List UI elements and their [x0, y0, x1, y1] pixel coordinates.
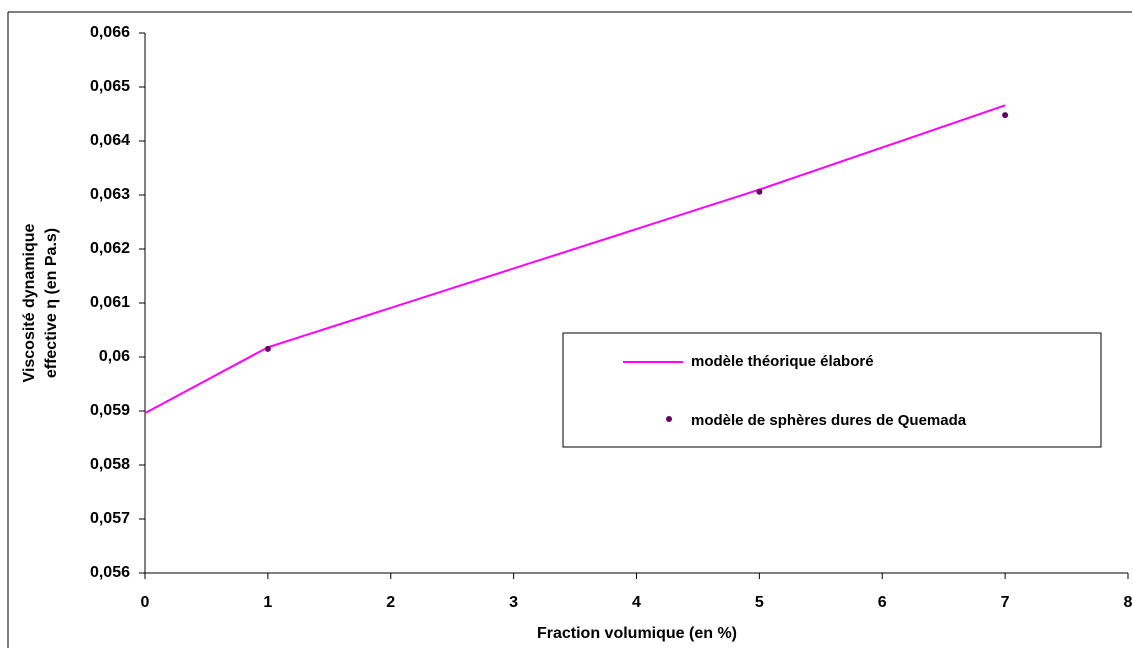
x-tick-label: 0 [141, 594, 150, 611]
x-tick-label: 1 [263, 594, 272, 611]
series-line [144, 104, 1006, 415]
y-tick-label: 0,058 [90, 456, 130, 473]
y-tick-label: 0,062 [90, 240, 130, 257]
y-tick-label: 0,059 [90, 402, 130, 419]
y-tick-label: 0,063 [90, 186, 130, 203]
x-tick-label: 4 [632, 594, 641, 611]
y-tick-label: 0,064 [90, 132, 130, 149]
y-tick-label: 0,066 [90, 24, 130, 41]
scatter-point [1002, 112, 1009, 119]
y-tick-label: 0,06 [99, 348, 130, 365]
scatter-point [756, 188, 763, 195]
x-tick-label: 2 [386, 594, 395, 611]
y-tick-label: 0,065 [90, 78, 130, 95]
legend-label: modèle théorique élaboré [691, 353, 874, 370]
x-tick-label: 8 [1124, 594, 1132, 611]
y-axis-title: effective η (en Pa.s) [43, 228, 60, 378]
x-tick-label: 7 [1001, 594, 1010, 611]
y-axis-title: Viscosité dynamique [21, 223, 38, 382]
y-tick-label: 0,061 [90, 294, 130, 311]
y-tick-label: 0,056 [90, 564, 130, 581]
scatter-point [264, 345, 271, 352]
x-tick-label: 5 [755, 594, 764, 611]
x-tick-label: 3 [509, 594, 518, 611]
x-tick-label: 6 [878, 594, 887, 611]
legend-label: modèle de sphères dures de Quemada [691, 412, 967, 429]
legend-swatch [666, 416, 672, 422]
y-tick-label: 0,057 [90, 510, 130, 527]
x-axis-title: Fraction volumique (en %) [537, 625, 737, 642]
legend-box [562, 332, 1102, 448]
